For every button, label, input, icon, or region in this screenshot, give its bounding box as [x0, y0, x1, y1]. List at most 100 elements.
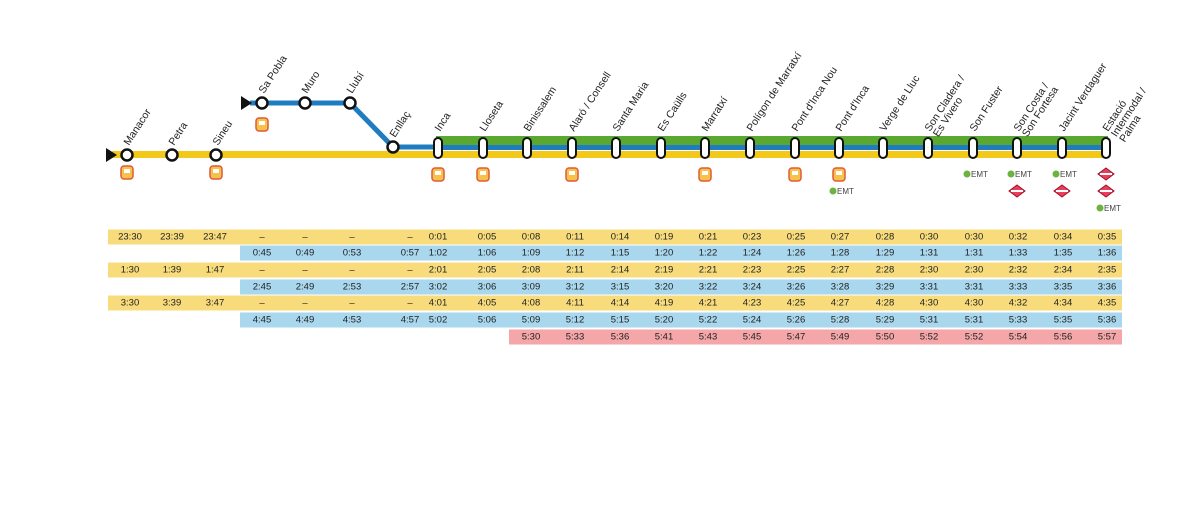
time-cell: 4:30 [965, 298, 984, 309]
station-label-line: Son Fuster [967, 84, 1005, 134]
station-label: Lloseta [477, 99, 506, 134]
station-stop [255, 96, 269, 110]
time-cell: 2:05 [478, 265, 497, 276]
time-cell: 4:34 [1054, 298, 1073, 309]
station-stop [923, 137, 933, 159]
station-stop [433, 137, 443, 159]
bus-icon-window [435, 171, 441, 175]
station-stop [878, 137, 888, 159]
station-label: Enllaç [387, 109, 413, 140]
time-cell: 0:08 [522, 232, 541, 243]
time-cell: 5:35 [1054, 315, 1073, 326]
time-cell: 0:35 [1098, 232, 1117, 243]
station-label-line: Petra [166, 120, 190, 148]
time-cell: – [349, 265, 355, 276]
time-cell: 2:34 [1054, 265, 1073, 276]
time-cell: 5:33 [1009, 315, 1028, 326]
time-cell: 5:52 [965, 332, 984, 343]
station-label-line: Manacor [121, 106, 154, 147]
time-cell: 5:22 [699, 315, 718, 326]
time-cell: 1:20 [655, 248, 674, 259]
station-stop [343, 96, 357, 110]
time-cell: 4:25 [787, 298, 806, 309]
time-cell: 0:45 [253, 248, 272, 259]
time-cell: – [407, 265, 413, 276]
time-cell: – [302, 298, 308, 309]
time-cell: 5:15 [611, 315, 630, 326]
time-cell: 4:05 [478, 298, 497, 309]
emt-icon [963, 170, 971, 178]
bus-icon-window [259, 121, 265, 125]
time-cell: 1:29 [876, 248, 895, 259]
station-stop [968, 137, 978, 159]
time-cell: 5:31 [920, 315, 939, 326]
time-cell: 5:41 [655, 332, 674, 343]
time-cell: 1:09 [522, 248, 541, 259]
time-cell: 0:01 [429, 232, 448, 243]
time-cell: 2:11 [566, 265, 584, 276]
bus-icon-window [702, 171, 708, 175]
time-cell: 0:11 [566, 232, 584, 243]
station-label: Alaró / Consell [566, 70, 613, 134]
station-label: Binissalem [521, 84, 559, 133]
time-cell: 4:27 [831, 298, 850, 309]
emt-icon [1052, 170, 1060, 178]
time-cell: 1:22 [699, 248, 718, 259]
time-cell: 5:28 [831, 315, 850, 326]
station-stop [1012, 137, 1022, 159]
bus-icon-window [124, 169, 130, 173]
time-cell: 2:45 [253, 282, 272, 293]
time-cell: 5:45 [743, 332, 762, 343]
time-cell: 4:08 [522, 298, 541, 309]
station-stop [1101, 137, 1111, 159]
row-band [240, 312, 1122, 328]
time-cell: 1:31 [965, 248, 984, 259]
row-band [240, 245, 1122, 261]
time-cell: 4:23 [743, 298, 762, 309]
time-cell: – [259, 265, 265, 276]
time-cell: 3:26 [787, 282, 806, 293]
station-label-line: Llubí [344, 70, 367, 96]
time-cell: 4:57 [401, 315, 420, 326]
station-label: Sa Pobla [256, 53, 289, 95]
time-cell: 5:47 [787, 332, 806, 343]
bus-icon-window [480, 171, 486, 175]
time-cell: 23:39 [160, 232, 184, 243]
time-cell: 2:30 [965, 265, 984, 276]
station-label-line: Inca [432, 110, 453, 133]
time-cell: 3:02 [429, 282, 448, 293]
time-cell: 0:34 [1054, 232, 1073, 243]
time-cell: – [407, 232, 413, 243]
station-label-line: Enllaç [387, 109, 413, 140]
station-stop [1057, 137, 1067, 159]
time-cell: 5:20 [655, 315, 674, 326]
station-label: Es Caülls [655, 90, 689, 134]
bus-icon-window [213, 169, 219, 173]
station-label: Pont d'Inca Nou [789, 65, 840, 134]
time-cell: 3:36 [1098, 282, 1117, 293]
row-band [509, 329, 1122, 345]
time-cell: 5:54 [1009, 332, 1028, 343]
time-cell: 4:32 [1009, 298, 1028, 309]
station-label: Sineu [210, 118, 235, 147]
station-label: Marratxí [699, 95, 730, 134]
station-stop [386, 140, 400, 154]
time-cell: 4:11 [566, 298, 584, 309]
time-cell: 1:36 [1098, 248, 1117, 259]
station-stop [209, 148, 223, 162]
station-label: Son Fuster [967, 84, 1005, 134]
row-band [108, 295, 1122, 311]
time-cell: 0:19 [655, 232, 674, 243]
bus-icon-window [569, 171, 575, 175]
time-cell: 5:24 [743, 315, 762, 326]
time-cell: 1:30 [121, 265, 140, 276]
time-cell: 4:28 [876, 298, 895, 309]
blue-line [436, 145, 1108, 150]
time-cell: 0:49 [296, 248, 315, 259]
emt-label: EMT [1060, 170, 1077, 179]
time-cell: 3:30 [121, 298, 140, 309]
time-cell: 0:28 [876, 232, 895, 243]
time-cell: 1:15 [611, 248, 630, 259]
station-label-line: Es Caülls [655, 90, 689, 134]
